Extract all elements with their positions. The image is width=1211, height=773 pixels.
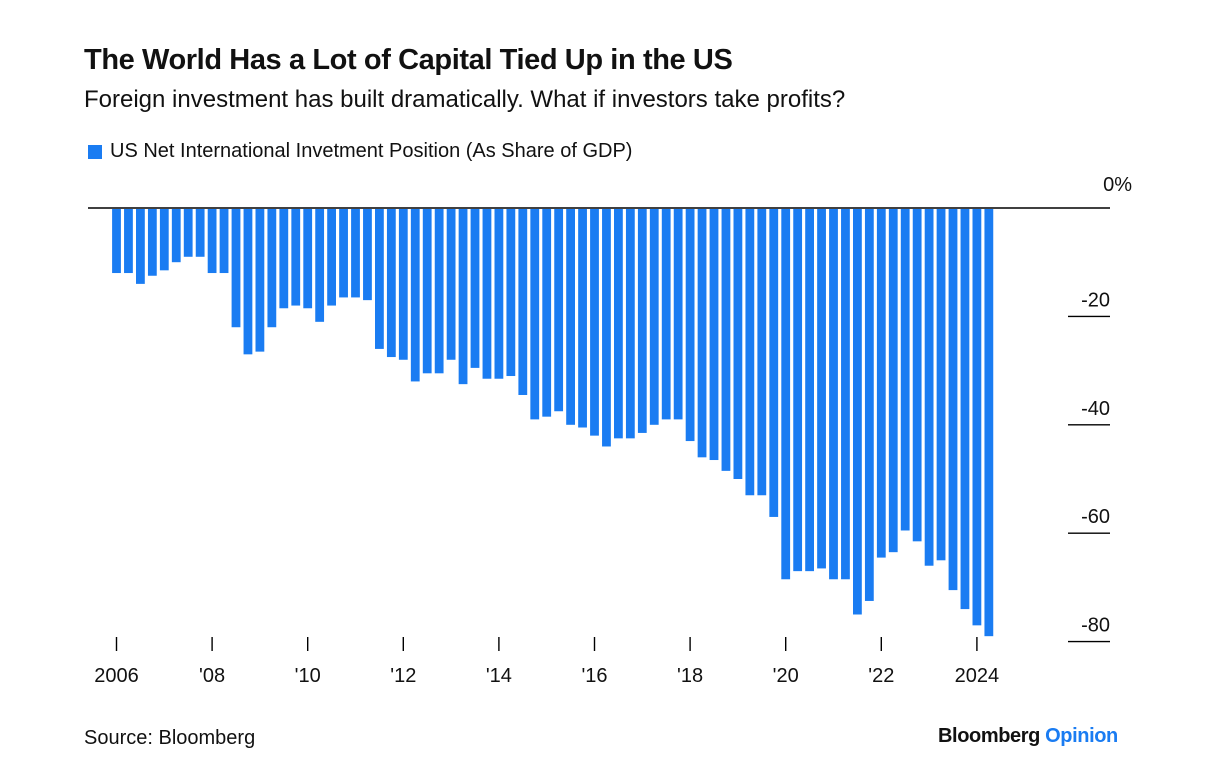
chart-subtitle: Foreign investment has built dramaticall… xyxy=(84,86,846,113)
bar xyxy=(817,209,826,569)
bar xyxy=(255,209,265,352)
bar xyxy=(207,209,217,274)
bar xyxy=(637,209,647,433)
bar xyxy=(386,209,396,358)
legend-swatch xyxy=(88,144,102,159)
bar xyxy=(864,209,874,601)
bar xyxy=(363,209,372,301)
bar xyxy=(841,209,850,580)
bar xyxy=(972,209,982,626)
bar xyxy=(625,209,635,439)
bar xyxy=(829,209,838,580)
bar xyxy=(757,209,767,496)
bar xyxy=(267,209,277,328)
bar xyxy=(661,209,671,420)
y-tick-label: -60 xyxy=(1081,506,1110,528)
y-tick-label: -20 xyxy=(1081,289,1110,311)
bar xyxy=(195,209,205,257)
bar xyxy=(231,209,241,328)
bar xyxy=(410,209,420,382)
bar xyxy=(375,209,384,349)
bar xyxy=(781,209,791,580)
bar xyxy=(530,209,540,420)
x-tick-label: '16 xyxy=(581,665,607,687)
bar xyxy=(924,209,934,566)
x-tick-label: '08 xyxy=(199,665,225,687)
bar xyxy=(948,209,958,591)
bar xyxy=(793,209,803,572)
bar xyxy=(745,209,755,496)
x-tick-label: 2006 xyxy=(94,665,139,687)
bar xyxy=(900,209,910,531)
bar xyxy=(936,209,946,561)
bar xyxy=(171,209,181,263)
bar xyxy=(458,209,468,385)
chart-title: The World Has a Lot of Capital Tied Up i… xyxy=(84,44,733,76)
bar xyxy=(183,209,193,257)
y-tick-label: 0% xyxy=(1103,174,1132,196)
bar xyxy=(721,209,731,471)
bar xyxy=(327,209,336,306)
x-tick-label: '10 xyxy=(295,665,321,687)
y-tick-label: -80 xyxy=(1081,615,1110,637)
bar xyxy=(769,209,779,517)
bar xyxy=(398,209,408,360)
bar xyxy=(243,209,253,355)
chart-legend: US Net International Invetment Position … xyxy=(88,140,632,163)
bar xyxy=(649,209,659,425)
bar xyxy=(434,209,444,374)
bar xyxy=(542,209,552,417)
bar xyxy=(566,209,575,425)
bar xyxy=(960,209,970,610)
bar xyxy=(602,209,611,447)
bar xyxy=(685,209,695,442)
x-tick-label: '12 xyxy=(390,665,416,687)
bar xyxy=(470,209,480,368)
bar xyxy=(339,209,348,298)
bar xyxy=(518,209,528,395)
x-tick-label: '22 xyxy=(868,665,894,687)
bar xyxy=(590,209,599,436)
bar xyxy=(506,209,516,377)
bar xyxy=(482,209,492,379)
bar xyxy=(554,209,564,412)
brand-name: Bloomberg xyxy=(938,725,1040,747)
bar xyxy=(351,209,360,298)
bar xyxy=(697,209,707,458)
bar xyxy=(219,209,229,274)
bar xyxy=(578,209,587,428)
y-tick-label: -40 xyxy=(1081,398,1110,420)
x-tick-label: 2024 xyxy=(955,665,1000,687)
bar xyxy=(673,209,683,420)
brand-logo: Bloomberg Opinion xyxy=(938,725,1118,748)
bar xyxy=(912,209,922,542)
bar xyxy=(876,209,886,558)
x-tick-label: '20 xyxy=(773,665,799,687)
bar xyxy=(733,209,743,479)
bar xyxy=(888,209,898,553)
x-tick-label: '18 xyxy=(677,665,703,687)
brand-product: Opinion xyxy=(1045,725,1118,747)
bar xyxy=(303,209,313,309)
bar xyxy=(805,209,814,572)
bar xyxy=(291,209,301,306)
bar xyxy=(853,209,862,615)
bar xyxy=(315,209,325,322)
bar xyxy=(984,209,994,637)
bar xyxy=(159,209,169,271)
legend-label: US Net International Invetment Position … xyxy=(110,140,633,162)
bar xyxy=(422,209,432,374)
bar xyxy=(709,209,719,461)
bar xyxy=(494,209,504,379)
bar xyxy=(112,209,121,274)
bar xyxy=(279,209,289,309)
bar xyxy=(147,209,157,276)
bar xyxy=(614,209,623,439)
source-note: Source: Bloomberg xyxy=(84,727,256,749)
bar xyxy=(124,209,133,274)
bar xyxy=(446,209,456,360)
x-tick-label: '14 xyxy=(486,665,512,687)
bar xyxy=(136,209,145,284)
